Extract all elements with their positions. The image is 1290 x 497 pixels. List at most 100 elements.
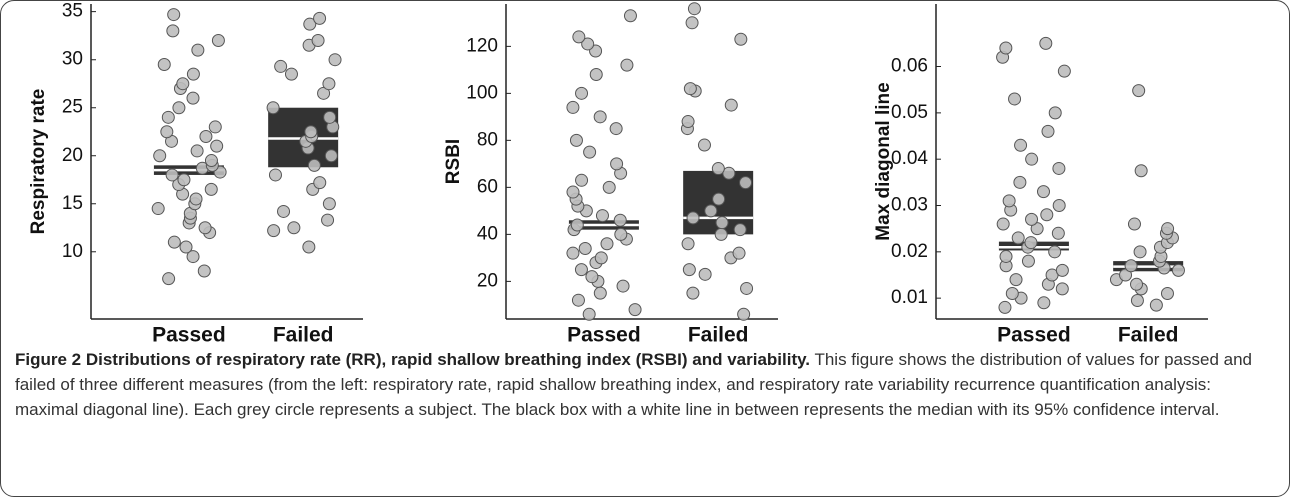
subject-point: [589, 68, 603, 82]
subject-point: [186, 250, 200, 264]
subject-point: [581, 37, 595, 51]
subject-point: [267, 224, 281, 238]
caption-text: This figure shows the distribution of va…: [15, 350, 1252, 419]
subject-point: [1002, 194, 1016, 208]
subject-point: [266, 101, 280, 115]
subject-point: [303, 17, 317, 31]
subject-point: [328, 53, 342, 67]
subject-point: [574, 263, 588, 277]
y-tick-label: 40: [477, 223, 498, 244]
subject-point: [186, 67, 200, 81]
subject-point: [277, 204, 291, 218]
y-tick-label: 35: [62, 1, 83, 22]
subject-point: [311, 33, 325, 47]
subject-point: [614, 227, 628, 241]
subject-point: [698, 267, 712, 281]
subject-point: [704, 204, 718, 218]
subject-point: [190, 144, 204, 158]
y-tick-label: 0.02: [891, 241, 928, 262]
subject-point: [999, 249, 1013, 263]
subject-point: [740, 281, 754, 295]
subject-point: [724, 98, 738, 112]
subject-point: [566, 185, 580, 199]
subject-point: [197, 264, 211, 278]
subject-point: [1133, 245, 1147, 259]
subject-point: [686, 211, 700, 225]
caption-title: Figure 2 Distributions of respiratory ra…: [15, 350, 811, 369]
category-label: Failed: [688, 324, 749, 346]
subject-point: [176, 77, 190, 91]
subject-point: [1025, 152, 1039, 166]
subject-point: [304, 125, 318, 139]
subject-point: [1021, 254, 1035, 268]
subject-point: [1052, 161, 1066, 175]
subject-point: [1055, 263, 1069, 277]
subject-point: [177, 173, 191, 187]
subject-point: [313, 176, 327, 190]
subject-point: [712, 192, 726, 206]
subject-point: [996, 217, 1010, 231]
subject-point: [1013, 175, 1027, 189]
subject-point: [569, 133, 583, 147]
subject-point: [274, 59, 288, 73]
category-label: Passed: [567, 324, 641, 346]
subject-point: [595, 209, 609, 223]
subject-point: [313, 11, 327, 25]
subject-point: [321, 213, 335, 227]
y-tick-label: 0.05: [891, 102, 928, 123]
subject-point: [999, 41, 1013, 55]
subject-point: [1134, 164, 1148, 178]
subject-point: [1037, 296, 1051, 310]
subject-point: [323, 110, 337, 124]
category-label: Failed: [273, 324, 334, 346]
subject-point: [714, 227, 728, 241]
subject-point: [1127, 217, 1141, 231]
subject-point: [711, 162, 725, 176]
subject-point: [172, 101, 186, 115]
subject-point: [687, 2, 701, 16]
y-tick-label: 0.06: [891, 56, 928, 77]
panels: 10 15 20 25 30 35 Respiratory rate Passed Failed…: [28, 1, 1208, 347]
y-axis-label: Max diagonal line: [873, 82, 894, 240]
subject-point: [210, 139, 224, 153]
subject-point: [162, 272, 176, 286]
y-tick-label: 0.03: [891, 195, 928, 216]
subject-point: [609, 122, 623, 136]
subject-point: [1149, 298, 1163, 312]
subject-point: [682, 263, 696, 277]
subject-point: [160, 125, 174, 139]
subject-point: [594, 251, 608, 265]
y-tick-label: 15: [62, 193, 83, 214]
y-tick-label: 0.01: [891, 287, 928, 308]
subject-point: [697, 138, 711, 152]
y-axis-label: RSBI: [443, 139, 464, 184]
subject-point: [191, 43, 205, 57]
subject-point: [1024, 236, 1038, 250]
subject-point: [681, 115, 695, 129]
subject-point: [722, 166, 736, 180]
y-tick-label: 20: [477, 270, 498, 291]
subject-point: [571, 293, 585, 307]
subject-point: [302, 240, 316, 254]
category-label: Failed: [1118, 324, 1179, 346]
subject-point: [1008, 92, 1022, 106]
subject-point: [566, 246, 580, 260]
subject-point: [616, 279, 630, 293]
subject-point: [268, 168, 282, 182]
subject-point: [153, 149, 167, 163]
subject-point: [623, 9, 637, 23]
subject-point: [739, 176, 753, 190]
subject-point: [734, 32, 748, 46]
subject-point: [575, 86, 589, 100]
subject-point: [593, 286, 607, 300]
y-tick-label: 25: [62, 97, 83, 118]
subject-point: [1124, 259, 1138, 273]
subject-point: [585, 270, 599, 284]
subject-point: [307, 158, 321, 172]
subject-point: [685, 16, 699, 30]
subject-point: [1160, 287, 1174, 301]
caption: Figure 2 Distributions of respiratory ra…: [15, 347, 1270, 422]
subject-point: [582, 307, 596, 321]
subject-point: [732, 246, 746, 260]
subject-point: [610, 157, 624, 171]
